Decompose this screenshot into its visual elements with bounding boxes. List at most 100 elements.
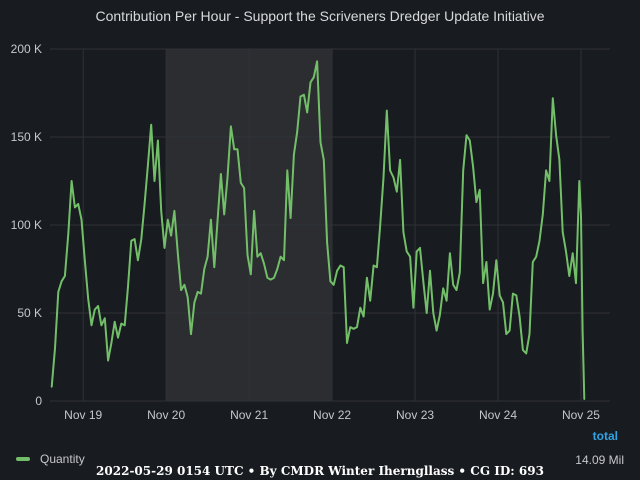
data-point <box>459 271 461 274</box>
legend-total-value: 14.09 Mil <box>575 453 624 467</box>
data-point <box>412 306 415 309</box>
data-point <box>571 252 574 254</box>
x-tick-label: Nov 25 <box>562 408 600 422</box>
data-point <box>97 305 99 307</box>
y-tick-label: 100 K <box>11 218 42 232</box>
data-point <box>326 241 328 244</box>
data-point <box>140 238 143 240</box>
legend-series-label: Quantity <box>40 452 85 466</box>
data-point <box>123 324 126 327</box>
data-point <box>548 180 551 182</box>
data-point <box>525 352 527 355</box>
data-point <box>206 255 209 258</box>
y-tick-label: 200 K <box>11 42 42 56</box>
data-point <box>186 296 189 299</box>
data-point <box>372 264 375 267</box>
data-point <box>323 159 325 161</box>
data-point <box>346 342 348 344</box>
data-point <box>583 398 586 401</box>
data-point <box>153 180 156 182</box>
data-point <box>518 315 521 318</box>
data-point <box>442 287 445 290</box>
data-point <box>488 308 491 311</box>
data-point <box>84 259 86 262</box>
data-point <box>555 134 557 136</box>
data-point <box>120 322 123 325</box>
data-point <box>329 280 332 283</box>
data-point <box>177 252 179 254</box>
data-point <box>113 321 116 323</box>
data-point <box>104 317 106 320</box>
data-point <box>150 123 152 126</box>
data-point <box>542 213 544 216</box>
data-point <box>100 324 103 327</box>
data-point <box>147 164 149 166</box>
data-point <box>339 264 342 267</box>
data-point <box>462 169 465 172</box>
data-point <box>203 268 206 270</box>
data-point <box>422 280 425 283</box>
legend-item-quantity[interactable]: Quantity <box>16 452 85 466</box>
data-point <box>170 234 172 237</box>
data-point <box>396 190 398 193</box>
data-point <box>319 141 322 144</box>
x-tick-label: Nov 19 <box>64 408 102 422</box>
footer-credit: 2022-05-29 0154 UTC • By CMDR Winter Ihe… <box>96 464 544 478</box>
data-point <box>376 266 378 269</box>
data-point <box>233 148 235 151</box>
data-point <box>90 324 93 327</box>
legend-swatch <box>16 457 30 461</box>
data-point <box>445 299 448 302</box>
data-point <box>87 298 89 300</box>
data-point <box>80 218 83 221</box>
data-point <box>279 255 282 258</box>
data-point <box>449 252 451 254</box>
data-point <box>532 261 534 263</box>
data-point <box>342 266 345 269</box>
data-point <box>502 301 504 304</box>
data-point <box>478 189 481 191</box>
data-point <box>240 182 242 184</box>
data-point <box>455 289 458 291</box>
data-point <box>200 292 202 295</box>
data-point <box>117 336 119 339</box>
data-point <box>57 291 60 293</box>
data-point <box>485 261 488 263</box>
data-point <box>538 240 541 242</box>
data-point <box>575 282 577 284</box>
data-point <box>286 169 289 172</box>
data-point <box>107 359 109 362</box>
data-point <box>580 215 582 217</box>
data-point <box>243 187 245 189</box>
data-point <box>432 312 435 314</box>
data-point <box>362 315 365 318</box>
x-tick-label: Nov 20 <box>147 408 185 422</box>
data-point <box>256 255 259 258</box>
data-point <box>332 284 335 286</box>
data-point <box>425 312 428 314</box>
data-point <box>167 218 169 221</box>
data-point <box>306 111 309 114</box>
data-point <box>160 210 162 212</box>
data-point <box>210 218 212 221</box>
data-point <box>246 254 249 256</box>
data-point <box>220 173 222 175</box>
data-point <box>336 270 338 272</box>
data-point <box>356 326 358 328</box>
data-point <box>409 255 411 258</box>
data-point <box>435 329 438 332</box>
data-point <box>266 277 269 279</box>
data-point <box>465 134 468 136</box>
legend-total-header[interactable]: total <box>592 429 618 443</box>
data-point <box>581 329 584 332</box>
data-point <box>276 268 279 270</box>
y-tick-label: 150 K <box>11 130 42 144</box>
data-point <box>495 259 498 262</box>
data-point <box>552 97 554 100</box>
data-point <box>379 224 382 226</box>
data-point <box>216 218 219 221</box>
data-point <box>296 130 299 133</box>
data-point <box>259 252 262 254</box>
data-point <box>578 180 581 182</box>
panel-title: Contribution Per Hour - Support the Scri… <box>95 8 545 24</box>
